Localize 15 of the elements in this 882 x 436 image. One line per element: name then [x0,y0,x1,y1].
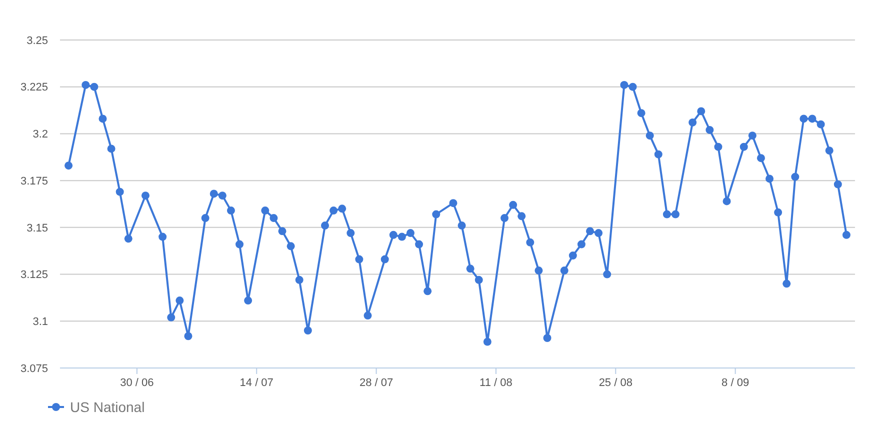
x-tick-label: 25 / 08 [598,377,632,389]
x-tick-label: 8 / 09 [722,377,750,389]
y-tick-label: 3.1 [32,316,48,328]
x-tick-label: 28 / 07 [359,377,394,389]
y-tick-label: 3.15 [26,222,48,234]
y-tick-label: 3.075 [20,362,48,375]
y-tick-label: 3.175 [20,175,48,188]
x-tick-label: 14 / 07 [240,377,274,389]
y-tick-label: 3.125 [20,269,48,282]
legend-label: US National [70,398,145,415]
y-tick-label: 3.2 [32,128,48,141]
x-tick-label: 30 / 06 [120,377,154,389]
x-tick-label: 11 / 08 [480,377,512,389]
y-tick-label: 3.225 [20,82,48,94]
y-tick-label: 3.25 [26,34,48,47]
